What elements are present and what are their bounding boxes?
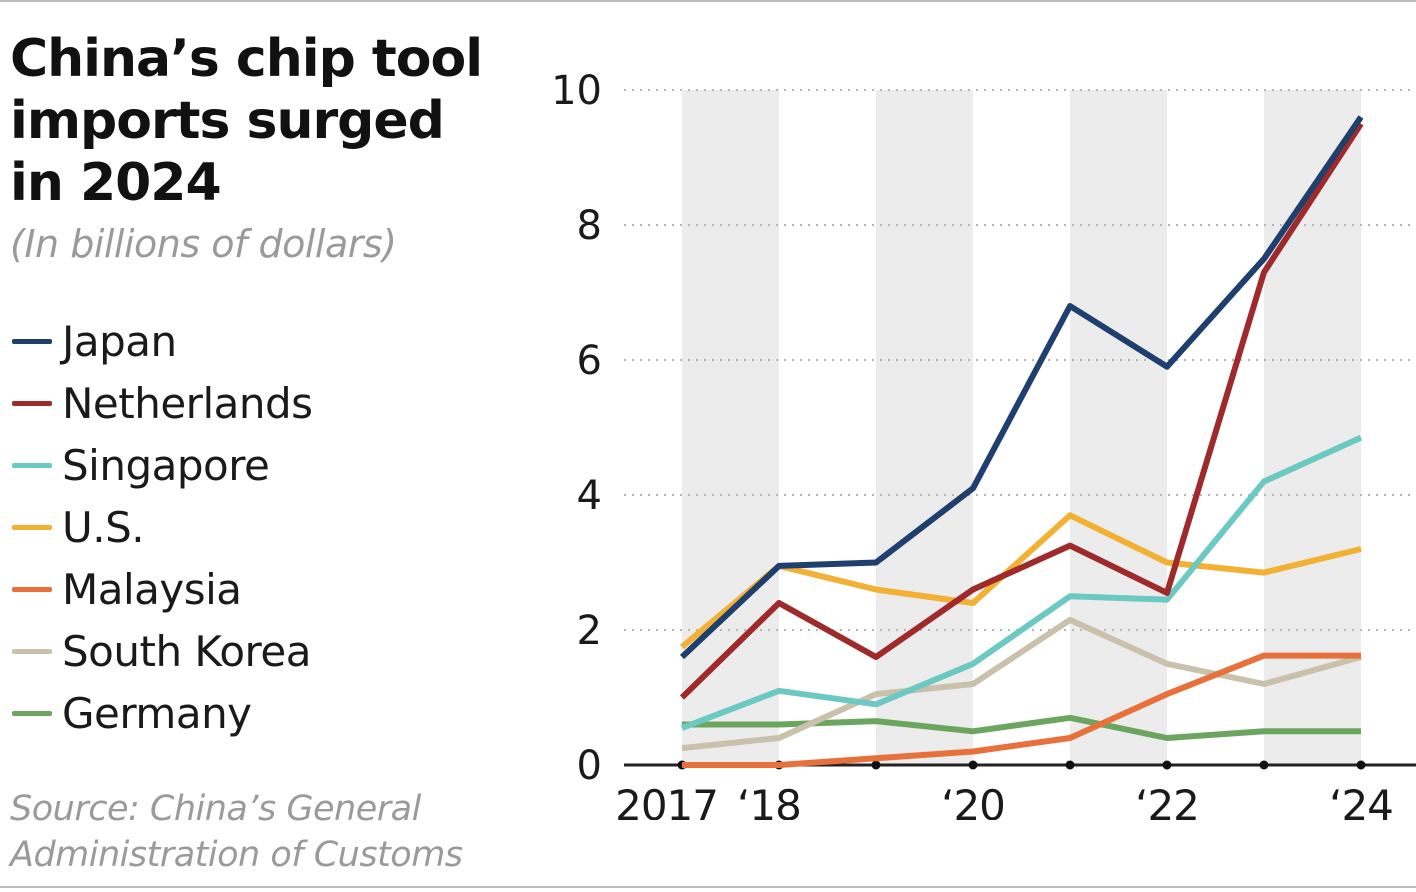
chart-title-line: imports surged — [10, 91, 445, 151]
x-tick-mark — [1259, 760, 1269, 770]
legend-label: Germany — [62, 688, 252, 738]
legend-item: South Korea — [12, 620, 313, 682]
series-line-u-s- — [680, 512, 1362, 650]
top-rule — [0, 0, 1416, 2]
x-tick-mark — [968, 760, 978, 770]
legend-label: Malaysia — [62, 564, 242, 614]
series-line-south-korea — [681, 616, 1362, 752]
legend-label: U.S. — [62, 502, 145, 552]
line-chart: 0 2 4 6 8 10 2017 ‘18 ‘20 ‘22 ‘24 — [551, 68, 1416, 820]
series-line-singapore — [680, 434, 1363, 731]
x-tick-label: ‘18 — [737, 781, 801, 820]
legend-label: South Korea — [62, 626, 311, 676]
y-tick-label: 0 — [577, 743, 602, 789]
legend-item: Netherlands — [12, 372, 313, 434]
shaded-band — [1070, 90, 1167, 765]
source-line: Source: China’s General — [10, 789, 421, 829]
legend-swatch — [12, 586, 52, 592]
chart-title-line: in 2024 — [10, 153, 222, 213]
series-line-germany — [682, 714, 1361, 741]
series-line-netherlands — [679, 122, 1364, 700]
legend-swatch — [12, 400, 52, 406]
x-tick-label: 2017 — [615, 781, 718, 820]
legend-item: Malaysia — [12, 558, 313, 620]
legend-swatch — [12, 338, 52, 344]
chart-title: China’s chip tool imports surged in 2024 — [10, 28, 510, 214]
x-tick-mark — [1356, 760, 1366, 770]
chart-legend: Japan Netherlands Singapore U.S. Malaysia Sou… — [12, 310, 313, 744]
y-tick-label: 10 — [551, 68, 602, 114]
chart-subtitle: (In billions of dollars) — [10, 222, 397, 266]
bottom-rule — [0, 886, 1416, 888]
legend-item: Germany — [12, 682, 313, 744]
legend-swatch — [12, 648, 52, 654]
x-tick-label: ‘22 — [1135, 781, 1199, 820]
y-tick-label: 4 — [577, 473, 602, 519]
legend-swatch — [12, 710, 52, 716]
legend-label: Japan — [62, 316, 177, 366]
source-note: Source: China’s General Administration o… — [10, 786, 463, 878]
source-line: Administration of Customs — [10, 835, 463, 875]
x-tick-mark — [871, 760, 881, 770]
x-tick-mark — [1162, 760, 1172, 770]
x-tick-label: ‘24 — [1329, 781, 1393, 820]
y-tick-label: 8 — [577, 203, 602, 249]
x-tick-label: ‘20 — [941, 781, 1005, 820]
legend-item: Singapore — [12, 434, 313, 496]
chart-title-line: China’s chip tool — [10, 29, 483, 89]
shaded-band — [876, 90, 973, 765]
legend-label: Singapore — [62, 440, 270, 490]
legend-item: U.S. — [12, 496, 313, 558]
legend-item: Japan — [12, 310, 313, 372]
series-line-malaysia — [682, 652, 1361, 768]
legend-swatch — [12, 462, 52, 468]
series-line-japan — [679, 115, 1364, 660]
y-tick-label: 2 — [577, 608, 602, 654]
legend-label: Netherlands — [62, 378, 313, 428]
shaded-band — [682, 90, 779, 765]
x-tick-mark — [1065, 760, 1075, 770]
y-tick-label: 6 — [577, 338, 602, 384]
legend-swatch — [12, 524, 52, 530]
